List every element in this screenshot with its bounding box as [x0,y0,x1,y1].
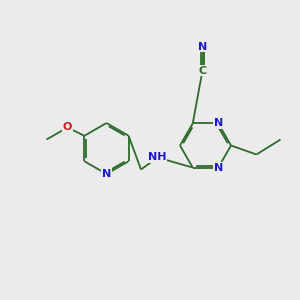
Text: O: O [63,122,72,133]
Text: N: N [214,118,223,128]
Text: NH: NH [148,152,167,163]
Text: N: N [198,41,207,52]
Text: N: N [102,169,111,179]
Text: N: N [214,163,223,172]
Text: C: C [198,65,207,76]
